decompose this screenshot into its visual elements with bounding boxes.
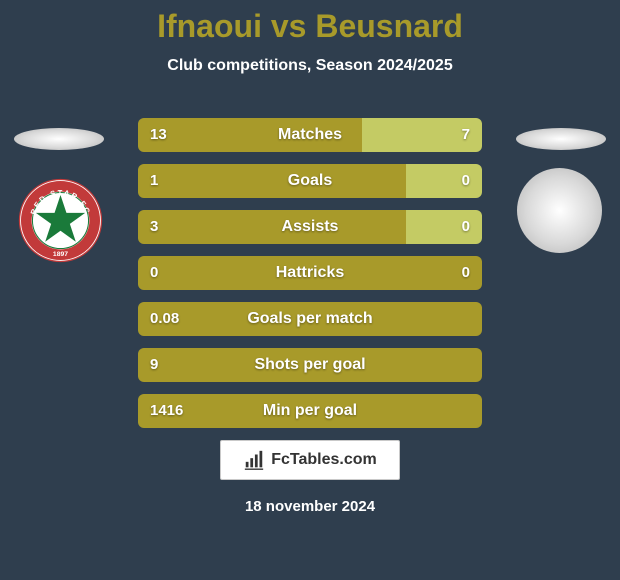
stat-label: Hattricks [138, 256, 482, 290]
stat-label: Goals [138, 164, 482, 198]
chart-icon [243, 449, 265, 471]
stat-label: Min per goal [138, 394, 482, 428]
stat-label: Goals per match [138, 302, 482, 336]
player-right-placeholder [516, 128, 606, 150]
club-badge-right-placeholder [517, 168, 602, 253]
stat-row: 1416Min per goal [138, 394, 482, 428]
stat-label: Assists [138, 210, 482, 244]
stat-row: 10Goals [138, 164, 482, 198]
page-subtitle: Club competitions, Season 2024/2025 [0, 57, 620, 75]
stat-row: 0.08Goals per match [138, 302, 482, 336]
stats-container: 137Matches 10Goals 30Assists 00Hattricks 0.0… [138, 118, 482, 440]
footer-brand-label: FcTables.com [271, 451, 377, 469]
stat-row: 00Hattricks [138, 256, 482, 290]
club-badge-left: RED STAR FC 1897 [18, 178, 103, 263]
stat-label: Matches [138, 118, 482, 152]
footer-date: 18 november 2024 [0, 498, 620, 515]
footer-brand: FcTables.com [220, 440, 400, 480]
stat-row: 137Matches [138, 118, 482, 152]
stat-row: 9Shots per goal [138, 348, 482, 382]
page-title: Ifnaoui vs Beusnard [0, 0, 620, 45]
stat-label: Shots per goal [138, 348, 482, 382]
stat-row: 30Assists [138, 210, 482, 244]
svg-text:1897: 1897 [53, 251, 68, 258]
player-left-placeholder [14, 128, 104, 150]
